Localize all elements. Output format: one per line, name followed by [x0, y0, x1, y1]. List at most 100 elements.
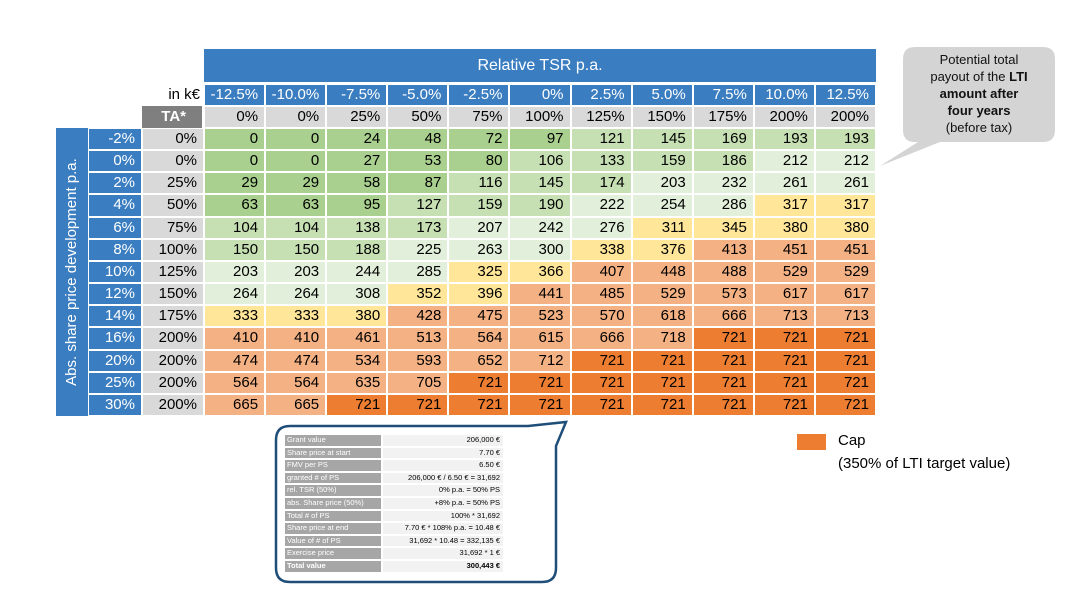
value-cell: 529	[631, 283, 693, 306]
value-cell: 721	[814, 349, 876, 372]
row-header: 0%	[88, 150, 142, 173]
value-cell: 121	[570, 128, 632, 151]
value-cell: 705	[387, 371, 449, 394]
detail-value: 31,692 * 1 €	[382, 547, 504, 560]
detail-value: 206,000 € / 6.50 € = 31,692	[382, 471, 504, 485]
detail-value: 7.70 €	[382, 446, 504, 460]
value-cell: 244	[326, 260, 388, 284]
detail-value: 300,443 €	[382, 560, 504, 573]
row-ta: 0%	[142, 128, 204, 151]
value-cell: 345	[692, 216, 754, 239]
value-cell: 666	[570, 327, 632, 350]
column-header: -7.5%	[326, 84, 388, 106]
column-ta: 75%	[448, 106, 510, 128]
table-title: Relative TSR p.a.	[204, 49, 876, 82]
value-cell: 380	[326, 305, 388, 328]
row-ta: 100%	[142, 238, 204, 261]
detail-label: Total # of PS	[284, 509, 382, 523]
value-cell: 174	[570, 172, 632, 195]
detail-label: Exercise price	[284, 547, 382, 560]
value-cell: 529	[814, 260, 876, 284]
value-cell: 212	[753, 150, 815, 173]
column-ta: 0%	[265, 106, 327, 128]
value-cell: 721	[692, 393, 754, 416]
detail-label: FMV per PS	[284, 459, 382, 472]
value-cell: 333	[204, 305, 266, 328]
value-cell: 24	[326, 128, 388, 151]
detail-label: Grant value	[284, 434, 382, 447]
row-header: 20%	[88, 349, 142, 372]
row-header: 30%	[88, 393, 142, 416]
value-cell: 721	[692, 349, 754, 372]
value-cell: 193	[753, 128, 815, 151]
value-cell: 95	[326, 194, 388, 217]
row-axis-label: Abs. share price development p.a.	[63, 158, 80, 386]
callout-bold: LTI	[1009, 69, 1028, 84]
detail-value: 6.50 €	[382, 459, 504, 472]
row-ta: 25%	[142, 172, 204, 195]
value-cell: 721	[814, 371, 876, 394]
value-cell: 58	[326, 172, 388, 195]
value-cell: 104	[204, 216, 266, 239]
callout-span: payout of the	[930, 69, 1010, 84]
value-cell: 666	[692, 305, 754, 328]
legend-swatch	[797, 434, 826, 450]
value-cell: 713	[814, 305, 876, 328]
value-cell: 159	[631, 150, 693, 173]
value-cell: 150	[265, 238, 327, 261]
value-cell: 264	[204, 283, 266, 306]
value-cell: 485	[570, 283, 632, 306]
value-cell: 193	[814, 128, 876, 151]
unit-label: in k€	[168, 86, 200, 103]
detail-value: 206,000 €	[382, 434, 504, 447]
detail-label: Share price at start	[284, 446, 382, 460]
value-cell: 317	[814, 194, 876, 217]
row-ta: 0%	[142, 150, 204, 173]
value-cell: 63	[265, 194, 327, 217]
value-cell: 461	[326, 327, 388, 350]
value-cell: 203	[265, 260, 327, 284]
value-cell: 300	[509, 238, 571, 261]
callout-line: Potential total	[903, 51, 1055, 68]
value-cell: 721	[814, 327, 876, 350]
value-cell: 721	[570, 393, 632, 416]
value-cell: 721	[814, 393, 876, 416]
value-cell: 0	[265, 150, 327, 173]
value-cell: 261	[753, 172, 815, 195]
column-header: -12.5%	[204, 84, 266, 106]
value-cell: 718	[631, 327, 693, 350]
value-cell: 159	[448, 194, 510, 217]
value-cell: 0	[204, 128, 266, 151]
row-ta: 50%	[142, 194, 204, 217]
value-cell: 475	[448, 305, 510, 328]
value-cell: 665	[204, 393, 266, 416]
value-cell: 276	[570, 216, 632, 239]
value-cell: 188	[326, 238, 388, 261]
column-ta: 100%	[509, 106, 571, 128]
row-ta: 200%	[142, 371, 204, 394]
value-cell: 263	[448, 238, 510, 261]
callout-bold: amount after	[939, 86, 1019, 101]
value-cell: 145	[509, 172, 571, 195]
value-cell: 207	[448, 216, 510, 239]
value-cell: 713	[753, 305, 815, 328]
detail-label: abs. Share price (50%)	[284, 497, 382, 510]
value-cell: 721	[631, 393, 693, 416]
value-cell: 721	[509, 393, 571, 416]
row-ta: 200%	[142, 327, 204, 350]
value-cell: 451	[814, 238, 876, 261]
value-cell: 721	[753, 349, 815, 372]
detail-value: 100% * 31,692	[382, 509, 504, 523]
value-cell: 617	[753, 283, 815, 306]
row-ta: 200%	[142, 393, 204, 416]
column-ta: 25%	[326, 106, 388, 128]
legend-note: (350% of LTI target value)	[838, 455, 1011, 472]
value-cell: 29	[265, 172, 327, 195]
value-cell: 428	[387, 305, 449, 328]
value-cell: 564	[265, 371, 327, 394]
detail-label: Total value	[284, 560, 382, 573]
value-cell: 285	[387, 260, 449, 284]
row-ta: 125%	[142, 260, 204, 284]
value-cell: 451	[753, 238, 815, 261]
column-ta: 0%	[204, 106, 266, 128]
